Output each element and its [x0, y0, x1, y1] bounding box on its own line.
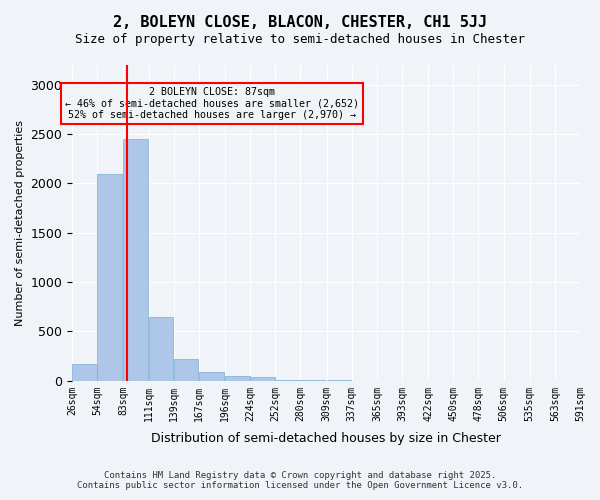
Bar: [174, 359, 199, 381]
Bar: [97, 174, 122, 381]
Text: 2, BOLEYN CLOSE, BLACON, CHESTER, CH1 5JJ: 2, BOLEYN CLOSE, BLACON, CHESTER, CH1 5J…: [113, 15, 487, 30]
Y-axis label: Number of semi-detached properties: Number of semi-detached properties: [15, 120, 25, 326]
Bar: [225, 376, 250, 381]
Bar: [275, 380, 300, 381]
Text: Contains HM Land Registry data © Crown copyright and database right 2025.
Contai: Contains HM Land Registry data © Crown c…: [77, 470, 523, 490]
Bar: [250, 377, 275, 381]
Text: 2 BOLEYN CLOSE: 87sqm
← 46% of semi-detached houses are smaller (2,652)
52% of s: 2 BOLEYN CLOSE: 87sqm ← 46% of semi-deta…: [65, 87, 359, 120]
Bar: [124, 139, 148, 381]
Text: Size of property relative to semi-detached houses in Chester: Size of property relative to semi-detach…: [75, 32, 525, 46]
X-axis label: Distribution of semi-detached houses by size in Chester: Distribution of semi-detached houses by …: [151, 432, 501, 445]
Bar: [199, 372, 224, 381]
Bar: [149, 316, 173, 381]
Bar: [72, 364, 97, 381]
